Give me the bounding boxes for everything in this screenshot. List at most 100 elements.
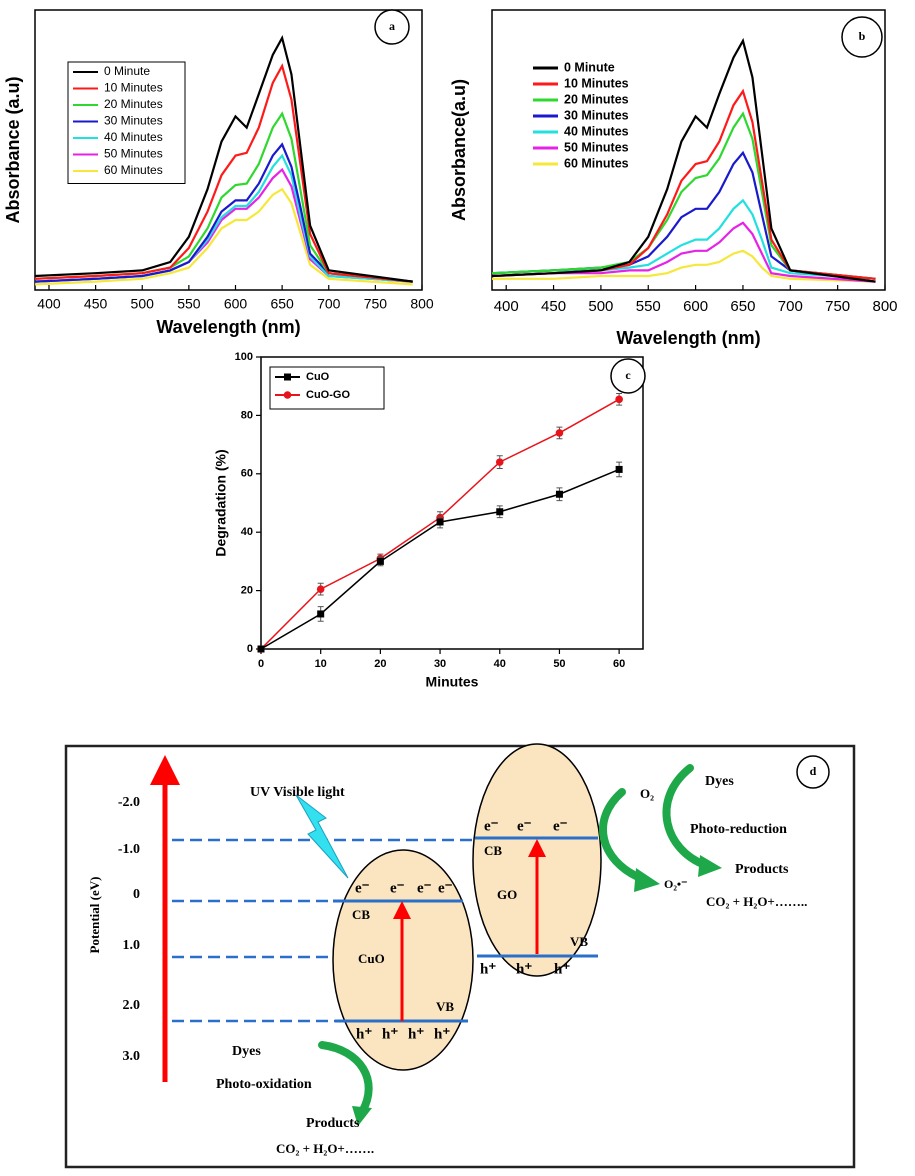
electron: e⁻ [355,880,370,896]
reaction-arrow [318,1041,373,1116]
electron: e⁻ [390,880,405,896]
potential-label: 1.0 [123,938,141,953]
x-tick-label: 0 [258,658,264,670]
x-tick-label: 700 [317,296,341,312]
y-tick-label: 100 [235,351,253,363]
plot-frame [260,356,644,650]
hole: h⁺ [382,1026,398,1042]
products: Products [735,862,789,877]
panel-label: b [859,29,866,43]
series-line [491,37,876,283]
panel-badge [841,16,883,58]
hole: h⁺ [480,961,496,977]
potential-label: 2.0 [123,998,141,1013]
x-tick-label: 750 [825,298,850,315]
marker [317,610,325,618]
x-tick-label: 400 [37,296,61,312]
legend-label: CuO-GO [306,389,350,401]
particle-label: CuO [358,951,385,966]
legend-label: 40 Minutes [104,130,163,144]
x-tick-label: 450 [541,298,566,315]
marker [257,645,265,653]
panel-badge [374,9,410,45]
legend-label: CuO [306,371,330,383]
series-line [491,150,876,280]
legend-label: 30 Minutes [564,108,629,122]
x-tick-label: 800 [410,296,434,312]
series-line [260,468,620,650]
y-tick-label: 60 [241,468,253,480]
potential-label: -1.0 [118,842,140,857]
legend-label: 10 Minutes [564,76,629,90]
y-axis-label: Degradation (%) [213,449,229,556]
x-tick-label: 20 [374,658,386,670]
x-tick-label: 700 [778,298,803,315]
hole: h⁺ [356,1026,372,1042]
y-tick-label: 80 [241,409,253,421]
marker [436,518,444,526]
arrow-head [634,868,660,892]
x-tick-label: 550 [177,296,201,312]
series-line [34,142,413,283]
series-line [34,35,413,283]
series-line [491,88,876,280]
panel-badge [796,755,830,789]
legend-label: 20 Minutes [104,97,163,111]
x-tick-label: 400 [494,298,519,315]
x-tick-label: 40 [494,658,506,670]
plot-frame [491,9,886,291]
cb-label: CB [484,843,502,858]
y-axis-label: Absorbance(a.u) [449,79,469,221]
series-line [491,198,876,280]
hole: h⁺ [516,961,532,977]
x-axis-label: Wavelength (nm) [616,328,760,348]
arrow-head [352,1106,372,1126]
x-tick-label: 500 [588,298,613,315]
result: CO₂ + H₂O+…….. [706,894,807,909]
electron: e⁻ [517,818,532,834]
x-tick-label: 750 [364,296,388,312]
light-label: UV Visible light [250,785,345,800]
series-line [491,221,876,283]
legend-marker [284,373,291,381]
marker [555,490,563,498]
electron: e⁻ [484,818,499,834]
marker [555,429,564,437]
x-tick-label: 500 [131,296,155,312]
panel-label: c [625,368,631,382]
series-line [34,63,413,283]
reactant: Dyes [705,774,734,789]
axis-label: Potential (eV) [87,877,102,954]
y-tick-label: 0 [247,643,253,655]
x-tick-label: 50 [553,658,565,670]
particle-label: GO [497,887,517,902]
legend-label: 50 Minutes [564,140,629,154]
series-line [492,249,876,283]
x-tick-label: 450 [84,296,108,312]
legend-marker [283,391,292,399]
x-tick-label: 600 [683,298,708,315]
electron: e⁻ [553,818,568,834]
legend-label: 60 Minutes [104,163,163,177]
x-tick-label: 60 [613,658,625,670]
reactant: O₂ [640,786,654,801]
x-axis-label: Wavelength (nm) [156,317,300,337]
x-tick-label: 550 [636,298,661,315]
electron: e⁻ [417,880,432,896]
marker [316,585,325,593]
hole: h⁺ [408,1026,424,1042]
panel-label: a [389,19,395,33]
reaction-arrow [662,764,709,869]
y-tick-label: 20 [241,585,253,597]
x-tick-label: 650 [730,298,755,315]
legend-label: 40 Minutes [564,124,629,138]
process: Photo-reduction [690,822,787,837]
legend-label: 30 Minutes [104,114,163,128]
reactant: Dyes [232,1044,261,1059]
plot-frame [34,9,423,291]
x-tick-label: 30 [434,658,446,670]
marker [495,458,504,466]
reaction-arrows [318,764,709,1116]
reaction-arrow [599,788,644,882]
y-tick-label: 40 [241,526,253,538]
